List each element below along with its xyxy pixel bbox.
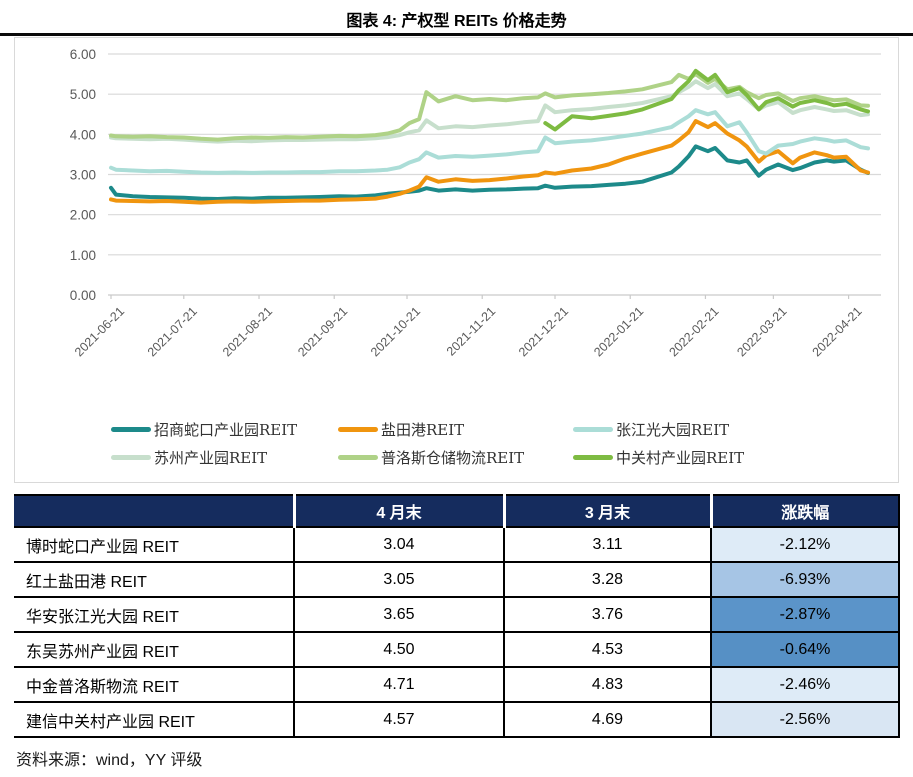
price-table: 4 月末 3 月末 涨跌幅 博时蛇口产业园 REIT 3.04 3.11 -2.12% 红土… <box>14 494 900 738</box>
cell-change: -2.87% <box>710 597 900 633</box>
cell-apr: 4.57 <box>293 702 504 738</box>
legend-label: 中关村产业园REIT <box>616 448 745 467</box>
cell-apr: 4.50 <box>293 632 504 668</box>
column-header <box>14 494 294 528</box>
cell-apr: 4.71 <box>293 667 504 703</box>
x-axis-tick-label: 2022-02-21 <box>666 304 721 359</box>
column-header: 涨跌幅 <box>709 494 900 528</box>
cell-mar: 3.28 <box>503 562 711 598</box>
figure-title: 图表 4: 产权型 REITs 价格走势 <box>346 13 567 30</box>
legend-swatch <box>111 454 151 460</box>
series-line <box>109 108 870 175</box>
cell-name: 建信中关村产业园 REIT <box>14 702 294 738</box>
legend-swatch <box>338 426 378 432</box>
table-row: 红土盐田港 REIT 3.05 3.28 -6.93% <box>14 562 900 598</box>
y-axis-tick-label: 0.00 <box>70 288 96 303</box>
legend-item: 中关村产业园REIT <box>573 447 744 467</box>
y-axis-tick-label: 4.00 <box>70 127 96 142</box>
cell-mar: 3.76 <box>503 597 711 633</box>
legend-label: 盐田港REIT <box>381 420 465 439</box>
table-header: 4 月末 3 月末 涨跌幅 <box>14 494 900 528</box>
x-axis: 2021-06-21 2021-07-21 2021-08-21 2021-09-21… <box>72 295 865 359</box>
series-line <box>109 79 870 144</box>
column-header: 3 月末 <box>502 494 711 528</box>
legend-label: 苏州产业园REIT <box>154 448 268 467</box>
cell-mar: 4.83 <box>503 667 711 703</box>
legend-swatch <box>573 454 613 460</box>
y-axis-tick-label: 6.00 <box>70 47 96 62</box>
x-axis-tick-label: 2021-11-21 <box>444 304 498 358</box>
series-line <box>109 72 870 142</box>
legend-label: 张江光大园REIT <box>616 420 730 439</box>
table-row: 华安张江光大园 REIT 3.65 3.76 -2.87% <box>14 597 900 633</box>
table-row: 建信中关村产业园 REIT 4.57 4.69 -2.56% <box>14 702 900 738</box>
chart-panel: 0.00 1.00 2.00 3.00 4.00 5.00 6.00 2021-06-21 20… <box>14 37 899 483</box>
cell-name: 中金普洛斯物流 REIT <box>14 667 294 703</box>
cell-change: -6.93% <box>710 562 900 598</box>
table-row: 东吴苏州产业园 REIT 4.50 4.53 -0.64% <box>14 632 900 668</box>
series-line <box>109 144 870 201</box>
legend-swatch <box>111 426 151 432</box>
cell-apr: 3.65 <box>293 597 504 633</box>
cell-change: -2.46% <box>710 667 900 703</box>
x-axis-tick-label: 2021-08-21 <box>220 304 275 359</box>
cell-name: 东吴苏州产业园 REIT <box>14 632 294 668</box>
y-axis-tick-label: 1.00 <box>70 248 96 263</box>
x-axis-tick-label: 2022-03-21 <box>734 304 789 359</box>
table-row: 中金普洛斯物流 REIT 4.71 4.83 -2.46% <box>14 667 900 703</box>
x-axis-tick-label: 2022-01-21 <box>591 304 646 359</box>
legend-swatch <box>338 454 378 460</box>
cell-name: 博时蛇口产业园 REIT <box>14 527 294 563</box>
cell-name: 华安张江光大园 REIT <box>14 597 294 633</box>
legend-item: 盐田港REIT <box>338 419 464 439</box>
y-axis-tick-label: 2.00 <box>70 208 96 223</box>
legend-swatch <box>573 426 613 432</box>
x-axis-tick-label: 2021-06-21 <box>72 304 127 359</box>
series-line <box>543 68 870 132</box>
x-axis-tick-label: 2022-04-21 <box>810 304 865 359</box>
legend-item: 张江光大园REIT <box>573 419 729 439</box>
cell-name: 红土盐田港 REIT <box>14 562 294 598</box>
source-note: 资料来源：wind，YY 评级 <box>16 752 203 769</box>
y-axis-tick-label: 3.00 <box>70 168 96 183</box>
legend-item: 苏州产业园REIT <box>111 447 267 467</box>
cell-change: -2.12% <box>710 527 900 563</box>
legend-item: 招商蛇口产业园REIT <box>111 419 297 439</box>
title-divider <box>0 33 913 36</box>
cell-apr: 3.05 <box>293 562 504 598</box>
x-axis-tick-label: 2021-07-21 <box>145 304 200 359</box>
cell-mar: 4.69 <box>503 702 711 738</box>
y-axis-tick-label: 5.00 <box>70 87 96 102</box>
series-line <box>109 119 870 205</box>
legend-item: 普洛斯仓储物流REIT <box>338 447 524 467</box>
cell-mar: 4.53 <box>503 632 711 668</box>
cell-mar: 3.11 <box>503 527 711 563</box>
cell-change: -2.56% <box>710 702 900 738</box>
x-axis-tick-label: 2021-12-21 <box>516 304 571 359</box>
gridlines: 0.00 1.00 2.00 3.00 4.00 5.00 6.00 <box>70 47 881 303</box>
legend-label: 普洛斯仓储物流REIT <box>381 448 525 467</box>
legend-label: 招商蛇口产业园REIT <box>154 420 298 439</box>
x-axis-tick-label: 2021-09-21 <box>295 304 350 359</box>
cell-change: -0.64% <box>710 632 900 668</box>
table-row: 博时蛇口产业园 REIT 3.04 3.11 -2.12% <box>14 527 900 563</box>
cell-apr: 3.04 <box>293 527 504 563</box>
column-header: 4 月末 <box>292 494 504 528</box>
x-axis-tick-label: 2021-10-21 <box>368 304 423 359</box>
